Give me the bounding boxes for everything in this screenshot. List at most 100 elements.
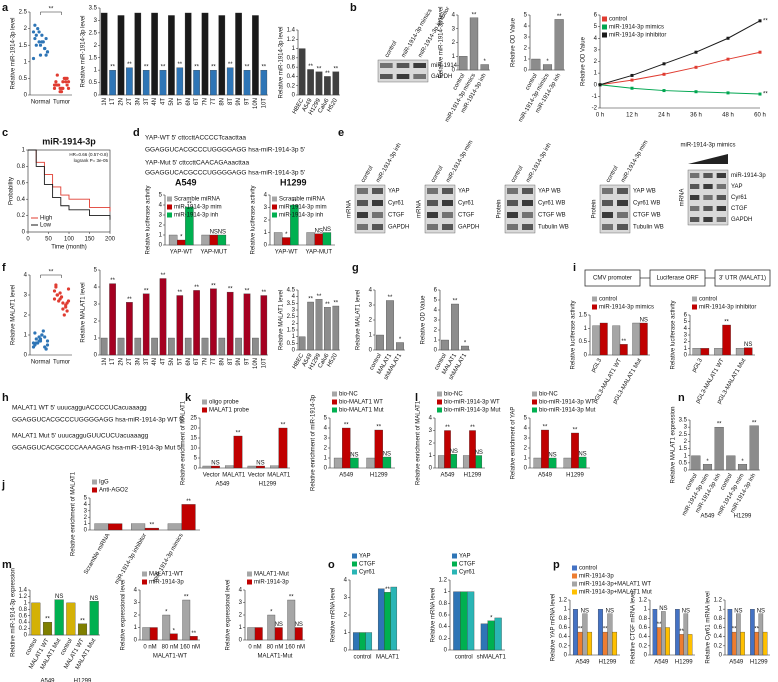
- y-tick-label: 4: [94, 285, 98, 291]
- x-tick-label: 6N: [186, 358, 192, 366]
- y-axis-label: Relative luciferase activity: [671, 300, 677, 369]
- y-tick-label: 2: [84, 515, 88, 521]
- y-tick-label: 1: [594, 71, 598, 77]
- blot-band: [617, 212, 628, 218]
- legend-swatch: [92, 487, 97, 493]
- x-tick-label: 1T: [110, 358, 116, 365]
- significance: **: [317, 294, 322, 300]
- y-tick-label: 0: [264, 243, 268, 249]
- x-tick-label: 5T: [177, 358, 183, 365]
- blot-side-label: mRNA: [417, 200, 423, 218]
- legend-swatch: [437, 407, 442, 413]
- y-tick-label: 20: [190, 426, 197, 432]
- x-tick-label: 12 h: [626, 113, 638, 119]
- bar: [602, 631, 608, 656]
- blot-band: [602, 212, 613, 218]
- bar: [273, 232, 283, 246]
- y-tick-label: 2: [594, 59, 598, 65]
- y-tick-label: 3: [369, 303, 373, 309]
- group-label: A549: [215, 482, 230, 488]
- y-tick-label: 1: [324, 456, 328, 462]
- significance: NS: [210, 230, 218, 236]
- bar: [225, 465, 234, 469]
- bar: [365, 632, 373, 651]
- bar: [210, 69, 217, 96]
- blot-band: [357, 188, 368, 194]
- x-tick-label: H1299: [750, 660, 768, 666]
- legend-label: bio-NC: [444, 392, 463, 398]
- y-tick-label: 4: [429, 416, 433, 422]
- y-tick-label: 0.6: [17, 180, 26, 186]
- blot-row-label: miR-1914-3p: [431, 63, 466, 69]
- bar: [218, 15, 226, 96]
- significance: **: [177, 290, 182, 296]
- blot-band: [442, 224, 453, 230]
- blot-band: [507, 212, 518, 218]
- bar: [612, 325, 621, 356]
- bar: [189, 636, 198, 641]
- panel-letter: p: [553, 559, 560, 571]
- significance: *: [483, 59, 486, 65]
- y-tick-label: 1: [159, 233, 163, 239]
- legend-swatch: [272, 196, 277, 202]
- significance: **: [763, 18, 768, 24]
- bar: [487, 620, 495, 651]
- bar: [202, 465, 212, 469]
- bar: [142, 69, 150, 96]
- bar: [168, 234, 178, 246]
- y-tick-label: 4: [434, 308, 438, 314]
- y-tick-label: 0.4: [714, 634, 723, 640]
- blot-band: [372, 188, 383, 194]
- bar: [252, 15, 259, 96]
- panel-letter: j: [1, 479, 5, 491]
- blot-band: [617, 224, 628, 230]
- significance: **: [49, 7, 54, 13]
- dot: [52, 289, 57, 293]
- legend-label: bio-miR-1914-3p WT: [444, 400, 500, 406]
- x-tick-label: 0 nM: [248, 645, 261, 651]
- sequence: MALAT1 WT 5' uuucagguACCCCUCacuaaagg: [12, 405, 147, 412]
- bar: [193, 69, 200, 96]
- y-tick-label: -1: [592, 94, 598, 100]
- x-tick-label: 2T: [127, 98, 133, 105]
- x-tick-label: 1T: [110, 98, 116, 105]
- bar: [735, 348, 745, 356]
- x-tick-label: YAP-WT: [275, 250, 298, 256]
- dot: [59, 86, 64, 90]
- legend-swatch: [167, 204, 172, 210]
- blot-band: [602, 188, 613, 194]
- significance: NS: [606, 608, 614, 614]
- x-tick-label: 10N: [253, 98, 259, 109]
- x-tick-label: 10T: [261, 98, 267, 109]
- x-tick-label: H1299: [370, 473, 388, 479]
- dot: [33, 23, 37, 27]
- y-axis-label: Relative mRNA level: [431, 588, 437, 643]
- y-tick-label: 2: [684, 339, 688, 345]
- construct-label: CMV promoter: [593, 276, 632, 282]
- legend-label: Cyr61: [459, 570, 476, 576]
- y-tick-label: 0.5: [19, 76, 28, 82]
- bar: [450, 454, 458, 469]
- y-tick-label: 0.2: [639, 643, 648, 649]
- y-tick-label: 0: [94, 93, 98, 99]
- bar: [333, 457, 343, 469]
- significance: NS: [295, 622, 303, 628]
- bar: [714, 426, 724, 471]
- x-tick-label: 2N: [119, 98, 125, 106]
- blot-band: [372, 224, 383, 230]
- point: [726, 36, 730, 40]
- legend-swatch: [532, 407, 537, 413]
- significance-bracket: [40, 11, 62, 15]
- bar: [390, 586, 398, 651]
- y-axis-label: Relative YAP mRNA level: [551, 594, 557, 662]
- y-tick-label: 0: [434, 348, 438, 354]
- blot-row-label: Tubulin WB: [538, 225, 569, 231]
- blot-band: [442, 188, 453, 194]
- blot-row-label: GAPDH: [731, 217, 752, 223]
- y-tick-label: 0: [684, 353, 688, 359]
- y-tick-label: 1.5: [89, 55, 98, 61]
- legend-label: miR-1914-3p inh: [279, 213, 323, 219]
- significance: NS: [211, 461, 219, 467]
- panel-letter: k: [185, 392, 192, 404]
- y-axis-label: Relative OD Value: [511, 17, 517, 67]
